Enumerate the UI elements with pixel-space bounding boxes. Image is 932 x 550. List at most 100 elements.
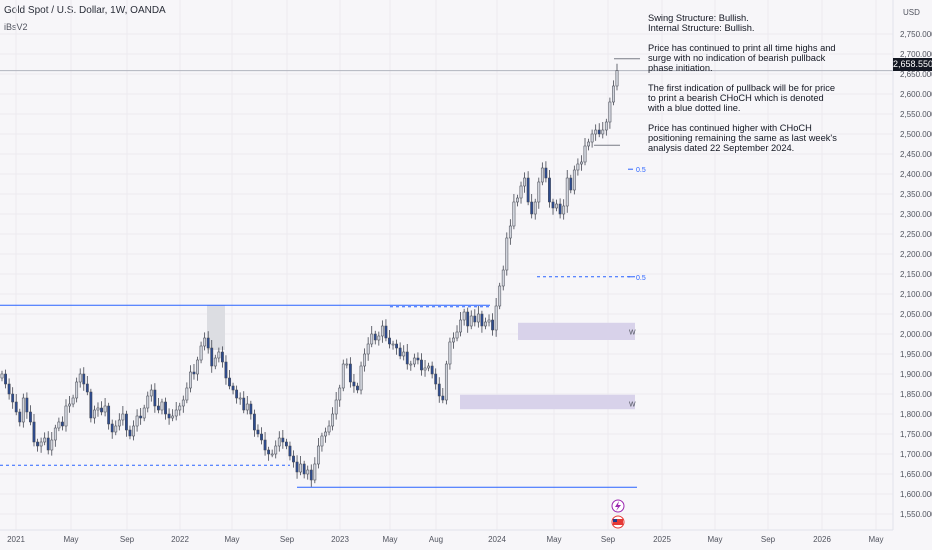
candle-body bbox=[245, 403, 249, 411]
candle-body bbox=[213, 357, 217, 367]
candle-body bbox=[231, 385, 235, 391]
candle-body bbox=[597, 129, 601, 135]
candle-body bbox=[370, 333, 374, 345]
candle-body bbox=[249, 403, 253, 415]
candle-body bbox=[608, 101, 612, 123]
candle-body bbox=[476, 313, 480, 323]
candle-body bbox=[132, 425, 135, 437]
candle-body bbox=[533, 201, 537, 215]
candle-body bbox=[604, 121, 608, 131]
time-tick-label: 2025 bbox=[653, 535, 671, 544]
candle-body bbox=[178, 405, 182, 411]
candle-body bbox=[316, 445, 320, 465]
zone-label: W bbox=[629, 330, 636, 337]
price-tick-label: 2,200.000 bbox=[900, 250, 932, 259]
candle-body bbox=[57, 421, 61, 429]
candle-body bbox=[210, 347, 214, 367]
candle-body bbox=[78, 373, 82, 383]
candle-body bbox=[583, 145, 587, 163]
price-tick-label: 2,300.000 bbox=[900, 210, 932, 219]
currency-label: USD bbox=[903, 8, 920, 17]
price-tick-label: 1,550.000 bbox=[900, 510, 932, 519]
price-axis[interactable]: 1,550.000 1,600.000 1,650.000 1,700.000 1,75… bbox=[892, 0, 932, 530]
candle-body bbox=[181, 399, 185, 407]
candle-body bbox=[309, 469, 313, 481]
candle-body bbox=[114, 425, 118, 433]
candle-body bbox=[405, 351, 409, 365]
candle-body bbox=[558, 203, 562, 215]
candle-body bbox=[498, 285, 502, 307]
candle-body bbox=[174, 409, 178, 417]
candle-body bbox=[125, 413, 128, 431]
price-tick-label: 2,500.000 bbox=[900, 130, 932, 139]
price-tick-label: 2,400.000 bbox=[900, 170, 932, 179]
candle-body bbox=[75, 381, 79, 399]
candle-body bbox=[430, 365, 434, 375]
candle-body bbox=[4, 373, 7, 385]
candle-body bbox=[274, 445, 278, 455]
candle-body bbox=[352, 381, 356, 387]
candle-body bbox=[68, 403, 71, 407]
price-tick-label: 2,600.000 bbox=[900, 90, 932, 99]
event-markers bbox=[611, 499, 625, 529]
candle-body bbox=[21, 397, 25, 423]
price-tick-label: 2,250.000 bbox=[900, 230, 932, 239]
candle-body bbox=[89, 391, 93, 419]
candle-body bbox=[462, 311, 466, 321]
candle-body bbox=[157, 405, 160, 411]
candle-body bbox=[146, 395, 150, 409]
candle-body bbox=[299, 463, 303, 473]
symbol-title[interactable]: Gold Spot / U.S. Dollar, 1W, OANDA bbox=[4, 5, 166, 16]
candle-body bbox=[448, 341, 452, 365]
candle-body bbox=[25, 397, 29, 413]
candle-body bbox=[391, 343, 395, 346]
candle-body bbox=[228, 377, 231, 387]
candle-body bbox=[260, 433, 263, 441]
swing-structure-text: Swing Structure: Bullish. bbox=[648, 13, 749, 23]
zone-label: W bbox=[629, 402, 636, 409]
candle-body bbox=[590, 133, 594, 143]
candle-body bbox=[256, 429, 260, 435]
candle-body bbox=[267, 449, 271, 455]
candle-body bbox=[29, 411, 32, 423]
time-tick-label: Sep bbox=[120, 535, 135, 544]
candle-body bbox=[313, 463, 317, 481]
candle-body bbox=[242, 397, 246, 411]
time-tick-label: Sep bbox=[601, 535, 616, 544]
candle-body bbox=[338, 387, 342, 401]
candle-body bbox=[153, 389, 157, 407]
price-tick-label: 2,750.000 bbox=[900, 30, 932, 39]
candle-body bbox=[444, 363, 448, 401]
internal-structure-text: Internal Structure: Bullish. bbox=[648, 23, 755, 33]
price-tick-label: 1,700.000 bbox=[900, 450, 932, 459]
price-tick-label: 2,000.000 bbox=[900, 330, 932, 339]
candle-body bbox=[185, 387, 189, 401]
candle-body bbox=[235, 389, 239, 399]
flag-stripes-icon bbox=[613, 519, 623, 525]
candle-body bbox=[473, 315, 477, 323]
candle-body bbox=[594, 129, 598, 135]
demand-zones bbox=[207, 305, 635, 410]
candle-body bbox=[356, 385, 359, 391]
candle-body bbox=[199, 345, 203, 361]
candle-body bbox=[14, 401, 18, 413]
time-tick-label: Sep bbox=[280, 535, 295, 544]
demand-zone-lower bbox=[460, 394, 635, 410]
candle-body bbox=[110, 423, 114, 433]
time-axis[interactable]: 2021 May Sep 2022 May Sep 2023 May Aug 2024 May Sep… bbox=[0, 529, 893, 544]
candle-body bbox=[117, 419, 121, 427]
candle-body bbox=[363, 353, 367, 367]
candle-body bbox=[512, 201, 516, 227]
time-tick-label: May bbox=[868, 535, 883, 544]
candle-body bbox=[149, 389, 153, 397]
time-tick-label: 2022 bbox=[171, 535, 189, 544]
candle-body bbox=[96, 407, 100, 411]
candle-body bbox=[192, 371, 196, 375]
note-paragraph-1: Price has continued to print all time hi… bbox=[648, 43, 836, 73]
candle-body bbox=[377, 335, 381, 341]
candle-body bbox=[121, 413, 125, 421]
candle-body bbox=[555, 203, 558, 209]
candle-body bbox=[238, 397, 242, 400]
candle-body bbox=[551, 201, 555, 209]
